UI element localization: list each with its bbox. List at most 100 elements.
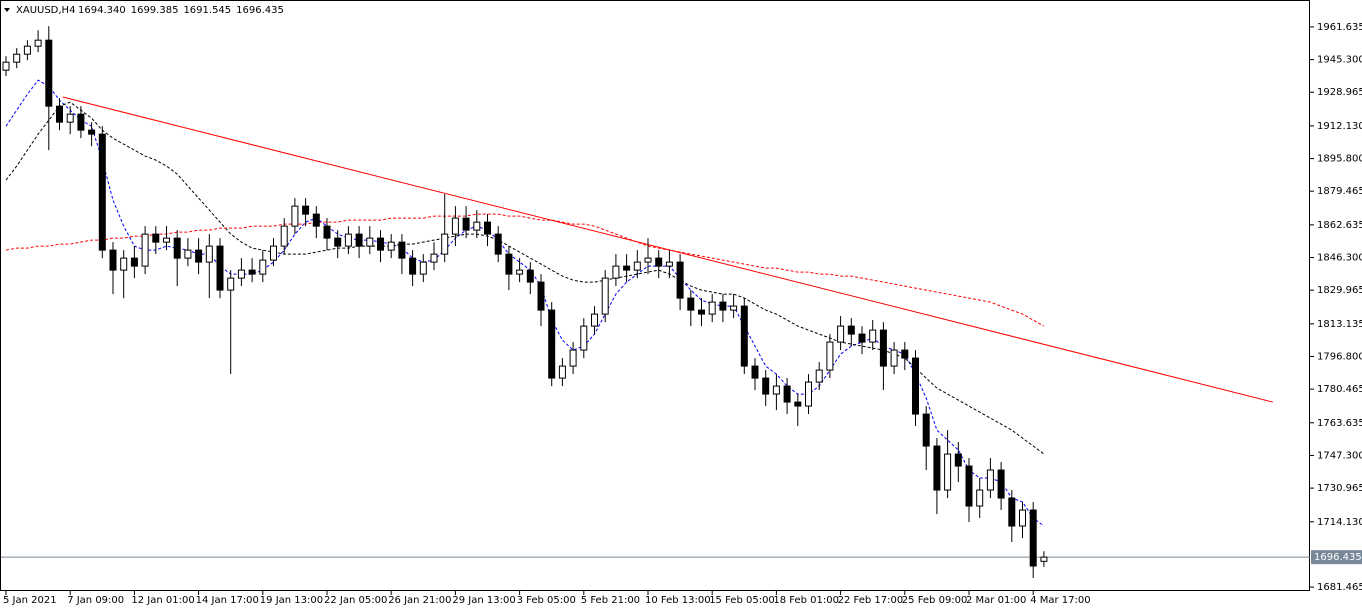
- candle-body: [698, 309, 705, 315]
- candle-body: [141, 233, 149, 267]
- x-tick-label: 22 Feb 17:00: [838, 595, 904, 606]
- x-tick-label: 4 Mar 17:00: [1030, 595, 1090, 606]
- candle-body: [77, 113, 85, 131]
- candle-body: [2, 61, 10, 71]
- candle-body: [280, 225, 288, 247]
- x-tick-label: 19 Jan 13:00: [260, 595, 323, 606]
- candle-body: [708, 301, 716, 315]
- last-price-label: 1696.435: [1314, 552, 1362, 563]
- candle-body: [344, 233, 352, 247]
- header-value: 1696.435: [236, 5, 284, 16]
- candle-body: [826, 341, 834, 371]
- candle-body: [623, 265, 631, 271]
- candle-body: [591, 313, 598, 327]
- header-value: 1691.545: [183, 5, 231, 16]
- moving-average: [5, 213, 1045, 327]
- y-tick-label: 1714.130: [1317, 517, 1362, 528]
- y-tick-label: 1780.465: [1317, 384, 1362, 395]
- x-tick-label: 12 Jan 01:00: [131, 595, 194, 606]
- candle-body: [869, 329, 877, 343]
- x-tick-label: 10 Feb 13:00: [645, 595, 711, 606]
- x-tick-label: 2 Mar 01:00: [966, 595, 1026, 606]
- candle-body: [944, 453, 952, 491]
- candle-body: [633, 261, 641, 271]
- last-price-box: [1311, 550, 1362, 565]
- candle-body: [976, 489, 984, 507]
- candle-body: [312, 213, 320, 227]
- candle-body: [901, 349, 909, 359]
- candle-body: [986, 469, 994, 491]
- candle-body: [912, 357, 919, 415]
- candle-body: [847, 325, 855, 335]
- x-tick-label: 22 Jan 05:00: [324, 595, 387, 606]
- candle-body: [580, 325, 588, 351]
- y-tick-label: 1846.300: [1317, 253, 1362, 264]
- candle-body: [248, 269, 256, 275]
- candle-body: [163, 237, 170, 243]
- x-tick-label: 5 Feb 21:00: [581, 595, 640, 606]
- candle-body: [772, 385, 780, 395]
- candle-body: [805, 381, 812, 407]
- candle-body: [109, 249, 117, 271]
- candle-body: [933, 445, 941, 491]
- x-tick-label: 14 Jan 17:00: [196, 595, 259, 606]
- candle-body: [505, 253, 513, 275]
- x-tick-label: 3 Feb 05:00: [517, 595, 576, 606]
- candle-body: [387, 241, 395, 251]
- candle-body: [655, 257, 663, 267]
- header-values: 1694.340 1699.385 1691.545 1696.435: [78, 5, 284, 16]
- plot-frame: [0, 0, 1310, 591]
- candle-body: [890, 349, 898, 367]
- candle-body: [56, 105, 63, 123]
- candle-body: [34, 39, 42, 47]
- candle-body: [302, 205, 310, 215]
- y-tick-label: 1928.965: [1317, 87, 1362, 98]
- candle-body: [1040, 556, 1048, 562]
- x-tick-label: 5 Jan 2021: [3, 595, 57, 606]
- candle-body: [558, 365, 566, 379]
- candle-body: [441, 233, 449, 255]
- candle-body: [1008, 497, 1016, 527]
- candle-body: [858, 333, 866, 343]
- y-tick-label: 1747.300: [1317, 450, 1362, 461]
- candle-body: [526, 269, 534, 283]
- candle-body: [740, 305, 748, 367]
- y-tick-label: 1813.135: [1317, 319, 1362, 330]
- header-value: 1699.385: [131, 5, 179, 16]
- candle-body: [601, 277, 609, 315]
- candle-body: [815, 369, 823, 383]
- candle-body: [430, 253, 438, 263]
- candle-body: [922, 413, 930, 447]
- moving-average: [5, 101, 1045, 455]
- header-value: 1694.340: [78, 5, 126, 16]
- y-tick-label: 1961.635: [1317, 22, 1362, 33]
- candle-body: [355, 233, 363, 247]
- y-tick-label: 1681.465: [1317, 582, 1362, 593]
- candle-body: [216, 245, 224, 291]
- x-tick-label: 15 Feb 05:00: [709, 595, 775, 606]
- candle-body: [419, 261, 427, 275]
- trendline: [62, 96, 1274, 403]
- candle-body: [23, 45, 31, 55]
- candle-body: [227, 277, 235, 291]
- candle-body: [473, 221, 481, 231]
- candle-body: [120, 257, 128, 271]
- candle-body: [484, 221, 491, 235]
- plot-area: [1, 26, 1310, 579]
- candle-body: [270, 245, 277, 261]
- candle-body: [259, 259, 267, 275]
- candle-body: [879, 329, 887, 367]
- x-tick-label: 26 Jan 21:00: [388, 595, 451, 606]
- candle-body: [173, 237, 181, 259]
- candle-body: [98, 133, 106, 251]
- candle-body: [462, 217, 470, 231]
- menu-arrow: [4, 8, 10, 12]
- y-tick-label: 1829.965: [1317, 285, 1362, 296]
- candle-body: [676, 261, 684, 299]
- y-tick-label: 1912.130: [1317, 121, 1362, 132]
- y-tick-label: 1862.635: [1317, 220, 1362, 231]
- candle-body: [451, 217, 459, 235]
- candle-body: [1029, 509, 1037, 567]
- candle-body: [612, 265, 620, 279]
